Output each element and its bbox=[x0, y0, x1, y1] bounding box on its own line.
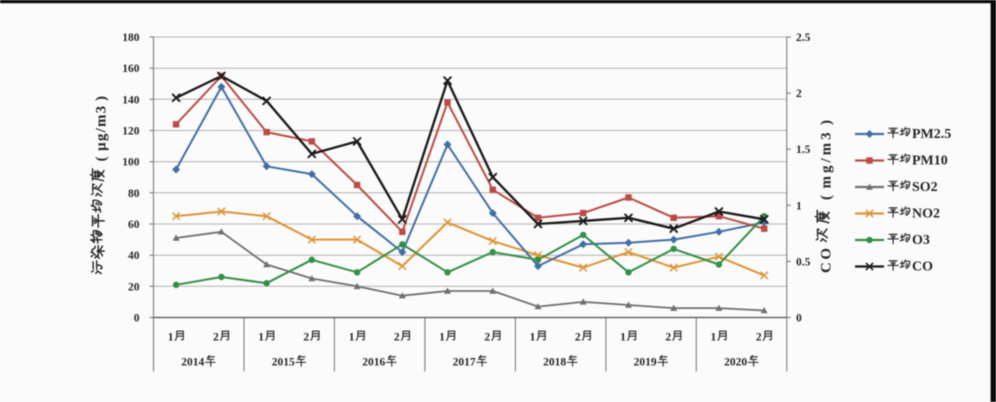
svg-text:SO2: SO2 bbox=[912, 180, 938, 195]
svg-text:1: 1 bbox=[168, 332, 174, 344]
svg-text:180: 180 bbox=[122, 32, 140, 44]
svg-text:2: 2 bbox=[213, 332, 219, 344]
svg-text:2014: 2014 bbox=[181, 357, 204, 369]
svg-text:0: 0 bbox=[796, 313, 802, 325]
svg-text:2020: 2020 bbox=[724, 357, 747, 369]
svg-text:1: 1 bbox=[258, 332, 264, 344]
svg-text:20: 20 bbox=[128, 281, 140, 293]
svg-text:1: 1 bbox=[620, 332, 626, 344]
svg-text:2: 2 bbox=[394, 332, 400, 344]
svg-text:2: 2 bbox=[756, 332, 762, 344]
svg-text:2015: 2015 bbox=[272, 357, 295, 369]
svg-text:): ) bbox=[819, 120, 835, 125]
svg-text:mg/m3: mg/m3 bbox=[819, 129, 835, 188]
svg-text:2017: 2017 bbox=[453, 357, 476, 369]
svg-text:1.5: 1.5 bbox=[796, 144, 811, 156]
svg-text:120: 120 bbox=[122, 126, 140, 138]
svg-text:): ) bbox=[94, 96, 110, 101]
svg-text:1: 1 bbox=[796, 200, 802, 212]
svg-text:2: 2 bbox=[484, 332, 490, 344]
svg-text:0: 0 bbox=[134, 313, 140, 325]
svg-text:0.5: 0.5 bbox=[796, 256, 811, 268]
svg-text:NO2: NO2 bbox=[912, 207, 940, 222]
svg-text:2016: 2016 bbox=[362, 357, 385, 369]
svg-text:1: 1 bbox=[349, 332, 355, 344]
svg-text:1: 1 bbox=[530, 332, 536, 344]
svg-text:1: 1 bbox=[711, 332, 717, 344]
svg-text:140: 140 bbox=[122, 94, 140, 106]
svg-text:80: 80 bbox=[128, 188, 140, 200]
svg-text:PM10: PM10 bbox=[912, 154, 948, 169]
svg-text:2: 2 bbox=[303, 332, 309, 344]
svg-text:2.5: 2.5 bbox=[796, 32, 811, 44]
svg-text:μg/m3: μg/m3 bbox=[94, 105, 110, 151]
svg-text:2: 2 bbox=[575, 332, 581, 344]
svg-text:(: ( bbox=[94, 156, 110, 161]
svg-text:CO: CO bbox=[912, 260, 933, 275]
svg-text:(: ( bbox=[819, 195, 835, 200]
svg-text:160: 160 bbox=[122, 63, 140, 75]
svg-text:O3: O3 bbox=[912, 233, 930, 248]
svg-text:2019: 2019 bbox=[634, 357, 657, 369]
svg-text:CO: CO bbox=[819, 245, 835, 273]
svg-text:60: 60 bbox=[128, 219, 140, 231]
svg-text:40: 40 bbox=[128, 250, 140, 262]
svg-text:2018: 2018 bbox=[543, 357, 566, 369]
svg-text:2: 2 bbox=[796, 88, 802, 100]
svg-text:1: 1 bbox=[439, 332, 445, 344]
svg-text:2: 2 bbox=[665, 332, 671, 344]
svg-text:100: 100 bbox=[122, 157, 140, 169]
svg-text:PM2.5: PM2.5 bbox=[912, 127, 951, 142]
